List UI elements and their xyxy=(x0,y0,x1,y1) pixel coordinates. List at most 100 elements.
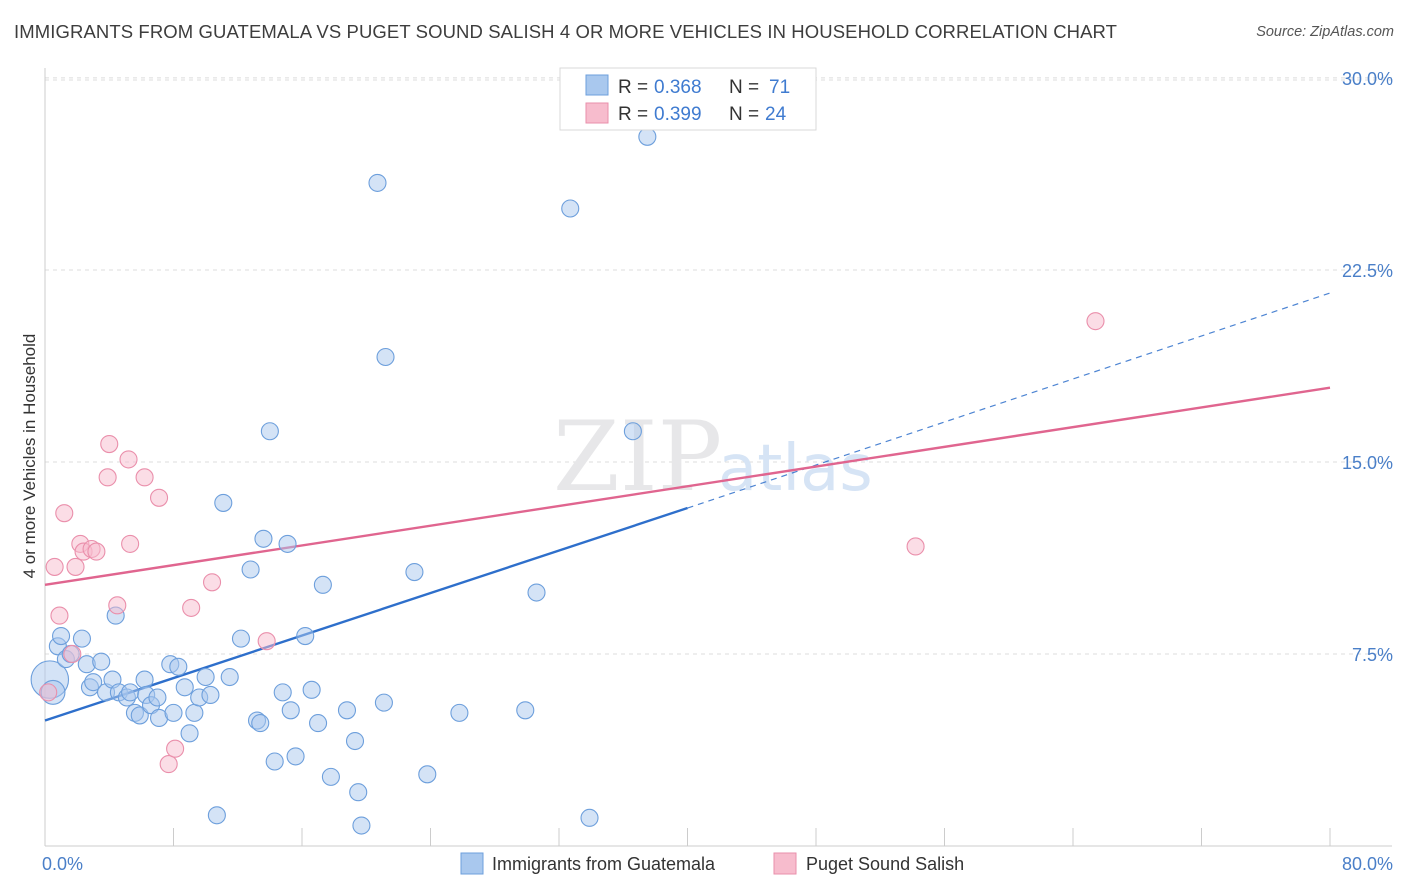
data-point-blue xyxy=(214,493,233,512)
y-tick-label: 15.0% xyxy=(1342,453,1393,473)
data-point-blue xyxy=(241,560,260,579)
data-point-pink xyxy=(149,488,169,507)
data-point-blue xyxy=(527,583,546,602)
legend-n-label: N = xyxy=(729,104,759,125)
data-point-blue xyxy=(352,816,371,835)
data-point-blue xyxy=(254,529,273,548)
watermark: ZIP atlas xyxy=(553,401,873,513)
data-point-pink xyxy=(182,598,201,617)
data-point-pink xyxy=(203,573,222,592)
data-point-blue xyxy=(84,673,103,692)
data-point-blue xyxy=(265,752,284,771)
watermark-zip: ZIP xyxy=(553,401,722,513)
data-point-pink xyxy=(100,434,119,454)
legend-swatch-salish xyxy=(585,102,609,124)
data-point-blue xyxy=(376,347,395,367)
bottom-legend-label-salish: Puget Sound Salish xyxy=(806,854,964,874)
series-guatemala-points xyxy=(30,127,657,835)
bottom-legend-swatch-salish xyxy=(773,852,797,875)
data-point-blue xyxy=(207,806,226,825)
data-point-blue xyxy=(313,575,332,594)
data-point-blue xyxy=(220,667,239,687)
legend-n-value-salish: 24 xyxy=(765,104,787,125)
data-point-blue xyxy=(405,563,424,582)
data-point-pink xyxy=(166,739,185,758)
data-point-blue xyxy=(164,703,183,722)
data-point-blue xyxy=(260,422,279,441)
data-point-blue xyxy=(196,667,215,687)
legend-r-value-guatemala: 0.368 xyxy=(654,77,702,98)
data-point-blue xyxy=(623,422,642,441)
data-point-blue xyxy=(92,652,111,671)
series-legend: Immigrants from Guatemala Puget Sound Sa… xyxy=(460,852,964,875)
trend-lines xyxy=(44,292,1331,722)
data-point-blue xyxy=(516,701,535,720)
data-point-pink xyxy=(66,557,85,576)
data-point-blue xyxy=(135,670,154,689)
data-point-pink xyxy=(63,644,82,664)
data-point-blue xyxy=(450,703,469,722)
legend-r-label: R = xyxy=(618,104,648,125)
data-point-pink xyxy=(135,468,154,487)
data-point-pink xyxy=(121,534,140,553)
data-point-blue xyxy=(345,731,365,751)
trend-line-extension-blue xyxy=(687,292,1331,509)
data-point-pink xyxy=(45,557,64,576)
data-point-blue xyxy=(180,724,199,743)
data-point-pink xyxy=(1086,312,1105,331)
data-point-pink xyxy=(108,596,127,615)
data-point-blue xyxy=(349,783,368,802)
series-salish-points xyxy=(39,312,1105,774)
x-tick-labels: 0.0% 80.0% xyxy=(42,854,1393,874)
data-point-blue xyxy=(185,703,204,722)
legend-r-value-salish: 0.399 xyxy=(654,104,702,125)
data-point-blue xyxy=(148,688,167,707)
data-point-blue xyxy=(580,808,599,827)
y-axis-label: 4 or more Vehicles in Household xyxy=(20,334,39,579)
data-point-blue xyxy=(337,701,357,720)
source-label: Source: ZipAtlas.com xyxy=(1256,24,1394,40)
data-point-pink xyxy=(39,683,58,702)
data-point-blue xyxy=(273,683,292,702)
bottom-legend-swatch-guatemala xyxy=(460,852,484,875)
chart-title: IMMIGRANTS FROM GUATEMALA VS PUGET SOUND… xyxy=(14,21,1118,42)
data-point-pink xyxy=(87,542,106,561)
legend-box: R = 0.368 N = 71 R = 0.399 N = 24 xyxy=(559,67,817,131)
data-point-blue xyxy=(121,683,140,702)
data-point-blue xyxy=(302,680,321,699)
data-point-blue xyxy=(251,714,270,733)
data-point-pink xyxy=(55,504,74,523)
data-point-blue xyxy=(175,678,194,697)
legend-swatch-guatemala xyxy=(585,74,609,96)
y-tick-labels: 7.5% 15.0% 22.5% 30.0% xyxy=(1342,69,1393,665)
trend-line-blue xyxy=(44,506,688,722)
data-point-pink xyxy=(50,606,69,625)
data-point-blue xyxy=(281,701,300,720)
data-point-blue xyxy=(201,685,220,704)
data-point-blue xyxy=(296,627,315,646)
legend-n-label: N = xyxy=(729,77,759,98)
data-point-blue xyxy=(374,693,393,712)
y-tick-label: 22.5% xyxy=(1342,261,1393,281)
x-tick-label-min: 0.0% xyxy=(42,854,83,874)
data-point-blue xyxy=(130,706,149,725)
legend-r-label: R = xyxy=(618,77,648,98)
data-point-blue xyxy=(309,714,328,733)
data-point-pink xyxy=(906,537,925,556)
data-point-blue xyxy=(72,629,91,648)
x-tick-label-max: 80.0% xyxy=(1342,854,1393,874)
data-point-blue xyxy=(638,127,657,146)
data-point-pink xyxy=(98,468,117,487)
data-point-pink xyxy=(257,632,276,651)
data-point-blue xyxy=(418,765,437,784)
data-point-blue xyxy=(286,747,305,766)
axes xyxy=(44,68,1392,847)
y-tick-label: 30.0% xyxy=(1342,69,1393,89)
data-point-blue xyxy=(368,173,387,192)
data-point-blue xyxy=(52,627,71,646)
bottom-legend-label-guatemala: Immigrants from Guatemala xyxy=(492,854,716,874)
data-point-pink xyxy=(119,450,138,469)
data-point-pink xyxy=(159,755,178,774)
data-point-blue xyxy=(278,534,297,553)
